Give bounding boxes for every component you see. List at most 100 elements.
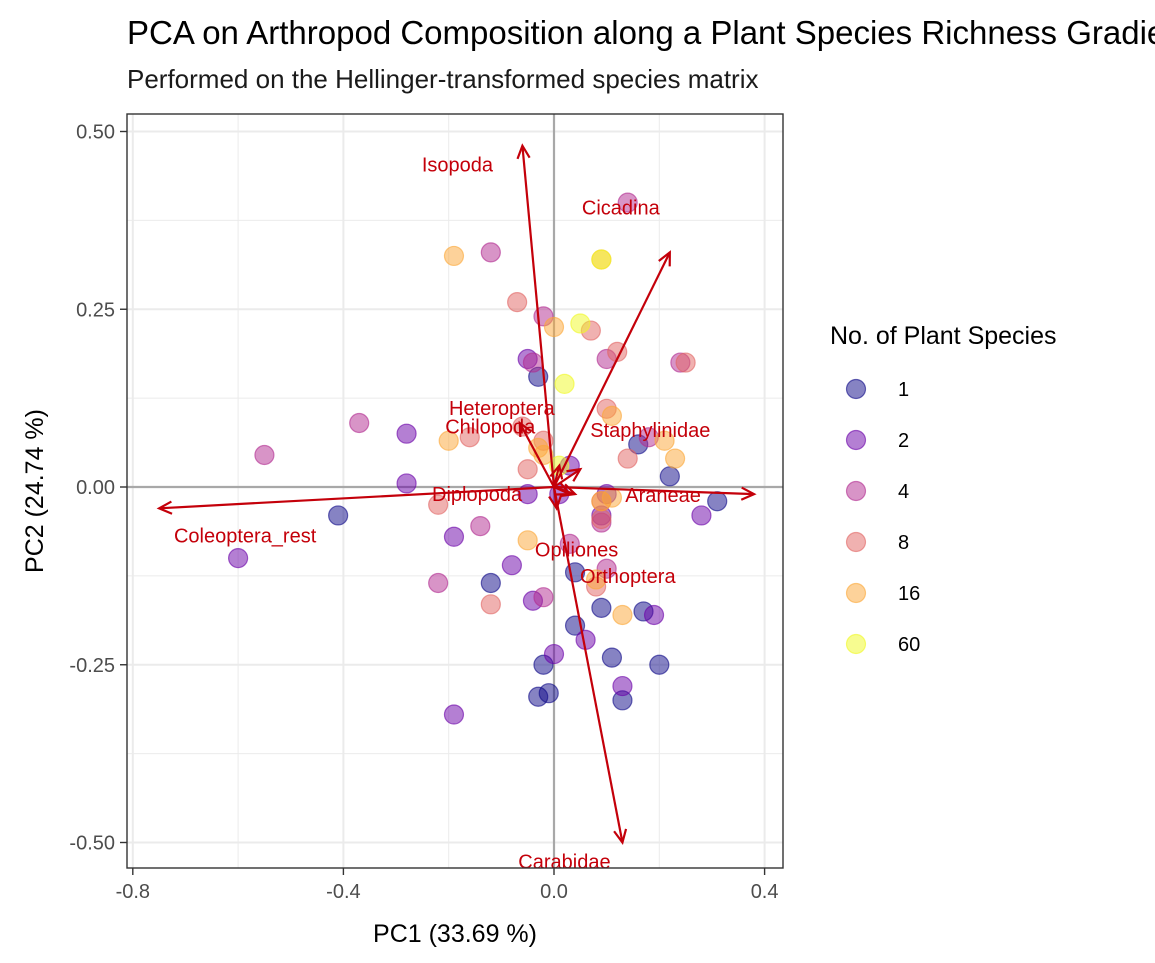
data-point-2 (396, 423, 417, 444)
loading-arrowhead-Araneae (740, 486, 757, 501)
data-point-16 (586, 569, 607, 590)
loading-label-Chilopoda: Chilopoda (445, 417, 536, 439)
y-tick-label: 0.00 (76, 477, 115, 499)
loading-arrowhead-Carabidae (613, 828, 628, 845)
data-point-1 (707, 491, 728, 512)
loading-arrowhead-Heteroptera (518, 420, 532, 438)
chart-title: PCA on Arthropod Composition along a Pla… (127, 14, 1155, 51)
data-point-1 (538, 683, 559, 704)
scatter-points (228, 192, 728, 725)
y-tick-label: -0.50 (69, 833, 115, 855)
data-point-2 (543, 643, 565, 665)
loading-label-Cicadina: Cicadina (582, 197, 661, 219)
chart-subtitle: Performed on the Hellinger-transformed s… (127, 64, 759, 94)
data-point-16 (612, 604, 633, 626)
data-point-8 (507, 292, 528, 313)
loading-label-Isopoda: Isopoda (422, 155, 494, 177)
loading-arrowhead-Cicadina (658, 250, 671, 267)
data-point-8 (675, 352, 696, 373)
loading-label-Carabidae: Carabidae (518, 852, 610, 874)
data-point-60 (554, 373, 575, 395)
data-point-16 (543, 316, 565, 338)
data-point-60 (591, 249, 612, 270)
data-point-1 (480, 572, 501, 594)
data-point-8 (517, 459, 538, 480)
data-point-16 (591, 491, 612, 512)
panel-border (126, 113, 784, 869)
loading-arrowhead-Orthoptera (555, 482, 573, 496)
legend-label-16: 16 (898, 583, 920, 605)
legend: No. of Plant Species 1 2 4 8 16 60 (830, 322, 1057, 656)
legend-label-1: 1 (898, 379, 909, 401)
data-point-8 (591, 508, 612, 530)
data-point-1 (601, 647, 623, 668)
legend-key-8 (845, 531, 867, 553)
loading-arrow-Heteroptera (518, 422, 555, 488)
loading-arrowhead-Isopoda (516, 143, 531, 160)
data-point-2 (691, 505, 712, 526)
data-point-8 (617, 448, 638, 469)
loading-arrowhead-Chilopoda (549, 463, 564, 480)
data-point-8 (459, 427, 480, 448)
loading-label-Staphylinidae: Staphylinidae (590, 420, 710, 442)
legend-title: No. of Plant Species (830, 322, 1057, 350)
loading-arrowhead-Staphylinidae (566, 467, 583, 482)
legend-label-4: 4 (898, 481, 909, 503)
legend-label-2: 2 (898, 430, 909, 452)
data-point-1 (328, 505, 349, 526)
data-point-16 (438, 430, 459, 451)
data-point-2 (443, 526, 465, 547)
loading-label-Heteroptera: Heteroptera (449, 398, 555, 420)
data-point-4 (470, 516, 491, 537)
data-point-2 (443, 704, 465, 725)
y-tick-label: -0.25 (69, 655, 115, 677)
data-point-4 (480, 242, 501, 263)
loading-label-Diplopoda: Diplopoda (432, 484, 523, 506)
data-point-4 (254, 444, 275, 466)
data-point-60 (570, 313, 591, 334)
y-tick-label: 0.50 (76, 122, 115, 144)
data-point-16 (664, 448, 686, 469)
data-point-2 (612, 675, 633, 697)
loading-label-Araneae: Araneae (625, 485, 701, 507)
x-tick-label: 0.4 (751, 881, 779, 903)
data-point-4 (428, 572, 449, 594)
data-point-16 (517, 530, 538, 551)
loading-arrowhead-Coleoptera_rest (156, 500, 173, 515)
data-point-4 (617, 192, 638, 213)
data-point-2 (396, 473, 417, 494)
legend-label-60: 60 (898, 634, 920, 656)
loading-arrow-Isopoda (521, 145, 556, 488)
data-point-16 (443, 245, 465, 267)
loading-arrow-Araneae (553, 485, 755, 496)
data-point-4 (533, 587, 554, 608)
data-point-8 (480, 594, 501, 615)
data-point-1 (591, 597, 612, 618)
data-point-4 (522, 352, 544, 373)
data-point-1 (649, 654, 670, 675)
loading-arrow-Chilopoda (552, 465, 561, 488)
loading-arrow-Staphylinidae (553, 468, 581, 488)
x-tick-label: -0.8 (116, 881, 150, 903)
x-tick-label: 0.0 (540, 881, 568, 903)
legend-key-1 (845, 378, 867, 400)
loading-label-Opiliones: Opiliones (535, 539, 618, 561)
loading-arrow-Carabidae (552, 486, 624, 843)
x-axis-title: PC1 (33.69 %) (373, 920, 537, 948)
legend-key-16 (845, 582, 867, 604)
y-axis-title: PC2 (24.74 %) (21, 409, 49, 573)
data-point-16 (601, 405, 623, 426)
loading-arrow-Coleoptera_rest (159, 485, 555, 510)
loading-arrow-Orthoptera (553, 485, 571, 496)
legend-key-2 (845, 429, 867, 451)
loading-arrows (156, 143, 757, 845)
data-point-2 (643, 604, 665, 626)
data-point-4 (349, 412, 370, 434)
legend-label-8: 8 (898, 532, 909, 554)
loading-arrow-Cicadina (553, 251, 671, 488)
y-tick-label: 0.25 (76, 299, 115, 321)
data-point-2 (228, 547, 249, 569)
loading-label-Orthoptera: Orthoptera (580, 566, 676, 588)
data-point-8 (428, 494, 449, 515)
